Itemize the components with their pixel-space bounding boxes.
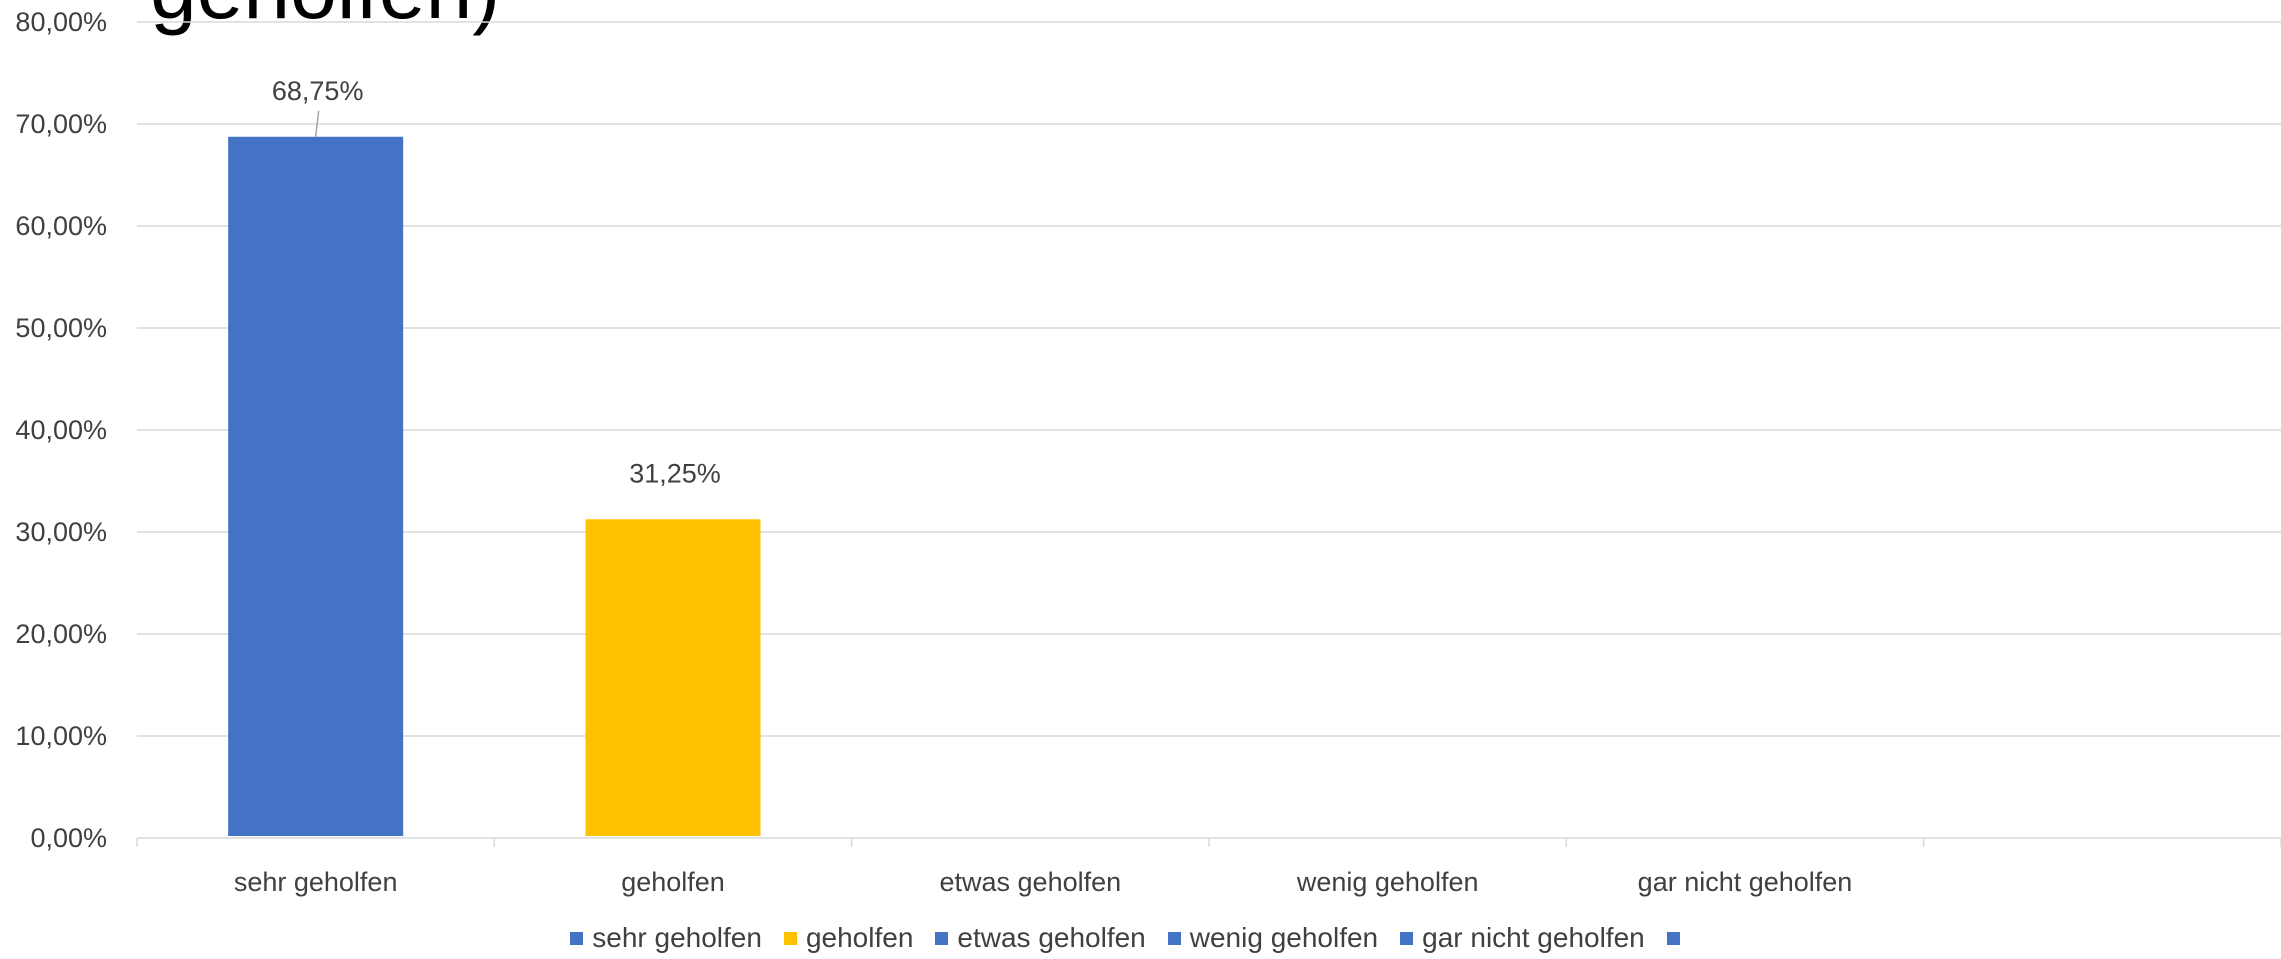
legend-swatch [1400,931,1414,945]
y-tick-label: 20,00% [15,619,107,649]
x-category-label: geholfen [621,867,725,897]
data-labels: 68,75% 31,25% [272,76,721,489]
legend-label: etwas geholfen [957,922,1146,953]
legend-item [1666,931,1689,945]
legend-swatch [935,931,949,945]
data-label: 68,75% [272,76,364,106]
gridlines [137,21,2281,737]
x-category-label: wenig geholfen [1296,867,1479,897]
legend-label: wenig geholfen [1189,922,1379,953]
x-category-label: gar nicht geholfen [1638,867,1853,897]
y-tick-label: 70,00% [15,109,107,139]
y-tick-label: 30,00% [15,517,107,547]
data-label: 31,25% [629,458,721,488]
legend-label: sehr geholfen [592,922,762,953]
legend-label: gar nicht geholfen [1422,922,1645,953]
legend-swatch [1666,931,1680,945]
legend-item: gar nicht geholfen [1400,922,1645,954]
y-tick-label: 50,00% [15,313,107,343]
legend-item: etwas geholfen [935,922,1146,954]
y-tick-label: 40,00% [15,415,107,445]
legend-item: geholfen [783,922,914,954]
legend-item: sehr geholfen [570,922,762,954]
legend-label: geholfen [805,922,914,953]
axes: 0,00% 10,00% 20,00% 30,00% 40,00% 50,00% 60,00… [15,7,2281,897]
legend-swatch [570,931,584,945]
legend-item: wenig geholfen [1167,922,1379,954]
bar [585,519,761,836]
data-label-leader-line [314,110,320,137]
x-category-label: sehr geholfen [234,867,398,897]
chart-title-fragment: geholfen) [150,0,500,36]
y-tick-label: 80,00% [15,7,107,37]
bar [228,136,404,836]
legend-swatch [783,931,797,945]
y-tick-label: 60,00% [15,211,107,241]
y-tick-label: 10,00% [15,721,107,751]
x-category-label: etwas geholfen [940,867,1122,897]
legend-swatch [1167,931,1181,945]
bars [228,136,761,836]
y-tick-label: 0,00% [30,823,107,853]
legend: sehr geholfen geholfen etwas geholfen wenig… [0,920,2281,956]
